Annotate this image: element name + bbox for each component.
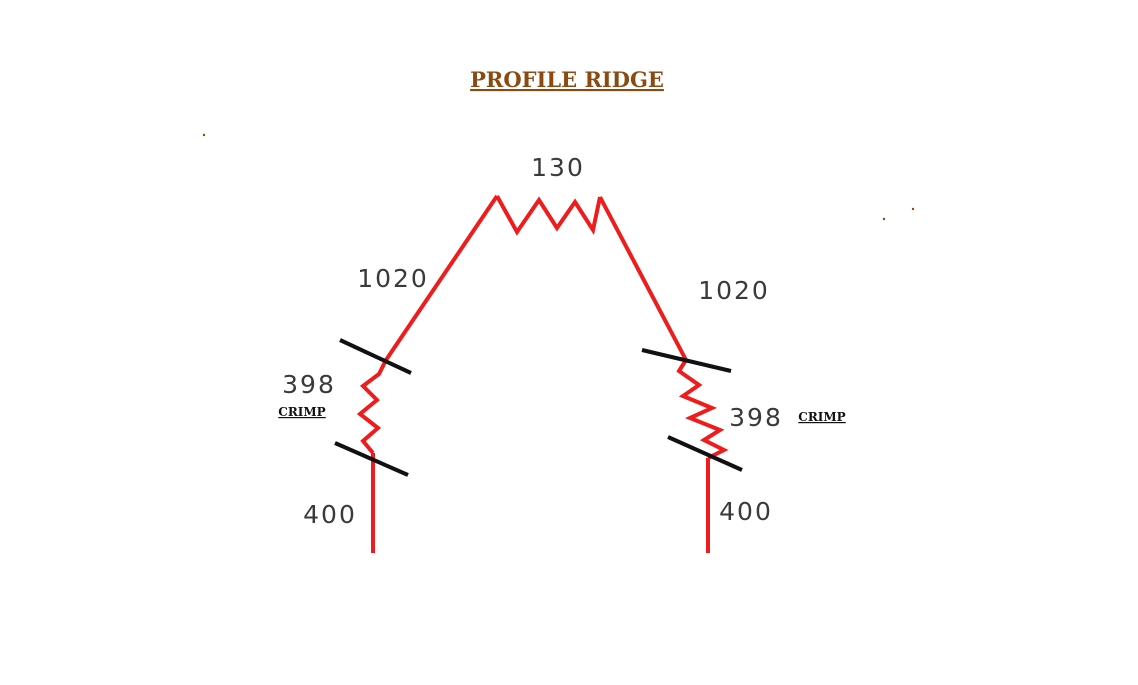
dimension-crimp-left: 398: [282, 370, 336, 399]
top-ridge-zigzag: [495, 195, 602, 236]
right-sloped-leg: [598, 196, 688, 361]
left-lower-break-mark: [334, 441, 409, 477]
dimension-top: 130: [531, 153, 585, 182]
ridge-profile: [356, 194, 729, 553]
dimension-crimp-right: 398: [729, 403, 783, 432]
crimp-label-right: CRIMP: [798, 410, 845, 424]
dimension-bottom-left: 400: [303, 500, 357, 529]
left-sloped-leg: [384, 194, 499, 362]
stray-speck: [911, 207, 915, 211]
left-upper-break-mark: [339, 338, 412, 375]
stray-speck: [882, 217, 886, 221]
right-lower-break-mark: [667, 435, 743, 472]
crimp-label-left: CRIMP: [278, 405, 325, 419]
stray-speck: [202, 133, 206, 137]
dimension-upper-left: 1020: [357, 264, 429, 293]
left-crimp-zigzag: [356, 359, 388, 455]
break-marks: [334, 338, 743, 477]
right-upper-break-mark: [641, 348, 732, 373]
dimension-bottom-right: 400: [719, 497, 773, 526]
dimension-upper-right: 1020: [698, 276, 770, 305]
right-crimp-zigzag: [676, 358, 729, 460]
diagram-title: PROFILE RIDGE: [470, 67, 664, 92]
